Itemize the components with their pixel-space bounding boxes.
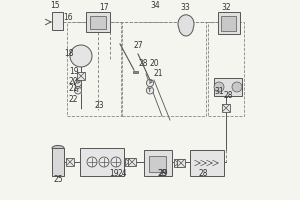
Text: P: P <box>76 80 80 86</box>
Text: 21: 21 <box>153 68 163 77</box>
Text: 34: 34 <box>150 1 160 10</box>
Bar <box>144 150 172 176</box>
Bar <box>66 158 74 166</box>
Bar <box>125 158 133 166</box>
Bar <box>174 159 182 167</box>
Text: P: P <box>148 80 152 86</box>
Bar <box>222 104 230 112</box>
Circle shape <box>146 87 154 94</box>
Text: 21: 21 <box>68 84 78 93</box>
Text: 22: 22 <box>68 96 78 104</box>
Ellipse shape <box>52 146 64 150</box>
Bar <box>208 22 244 116</box>
Text: 32: 32 <box>221 3 231 12</box>
Text: 28: 28 <box>157 170 167 178</box>
Bar <box>90 16 106 29</box>
Bar <box>190 150 224 176</box>
Text: 15: 15 <box>50 1 60 10</box>
Bar <box>52 12 63 30</box>
Text: 23: 23 <box>94 102 104 110</box>
Text: T: T <box>76 88 80 93</box>
Bar <box>149 156 166 172</box>
Text: 25: 25 <box>53 176 63 184</box>
Bar <box>52 148 64 176</box>
Text: 19: 19 <box>109 170 119 178</box>
Text: 29: 29 <box>158 170 168 178</box>
Circle shape <box>74 79 82 87</box>
Text: 17: 17 <box>99 3 109 12</box>
Bar <box>128 158 136 166</box>
Text: 18: 18 <box>64 49 74 58</box>
Bar <box>77 72 85 80</box>
Bar <box>221 16 236 31</box>
Bar <box>80 148 124 176</box>
Text: 19: 19 <box>69 68 79 76</box>
Bar <box>86 12 110 32</box>
Text: 28: 28 <box>223 92 233 100</box>
Bar <box>133 71 138 73</box>
Text: 27: 27 <box>133 42 143 50</box>
Circle shape <box>146 79 154 87</box>
Text: 16: 16 <box>63 14 73 22</box>
Circle shape <box>232 82 242 92</box>
Polygon shape <box>178 15 194 36</box>
Text: 28: 28 <box>198 170 208 178</box>
Bar <box>214 78 242 96</box>
Text: 28: 28 <box>138 60 148 68</box>
Circle shape <box>74 87 82 94</box>
Text: 31: 31 <box>214 88 224 97</box>
Text: 20: 20 <box>68 76 78 86</box>
Text: 33: 33 <box>180 3 190 12</box>
Bar <box>67 22 121 116</box>
Circle shape <box>214 82 224 92</box>
Circle shape <box>111 157 121 167</box>
Text: T: T <box>148 88 152 93</box>
Bar <box>122 22 206 116</box>
Circle shape <box>99 157 109 167</box>
Bar <box>218 12 240 34</box>
Text: 20: 20 <box>149 60 159 68</box>
Circle shape <box>70 45 92 67</box>
Text: 24: 24 <box>117 170 127 178</box>
Bar <box>177 159 184 167</box>
Circle shape <box>87 157 97 167</box>
